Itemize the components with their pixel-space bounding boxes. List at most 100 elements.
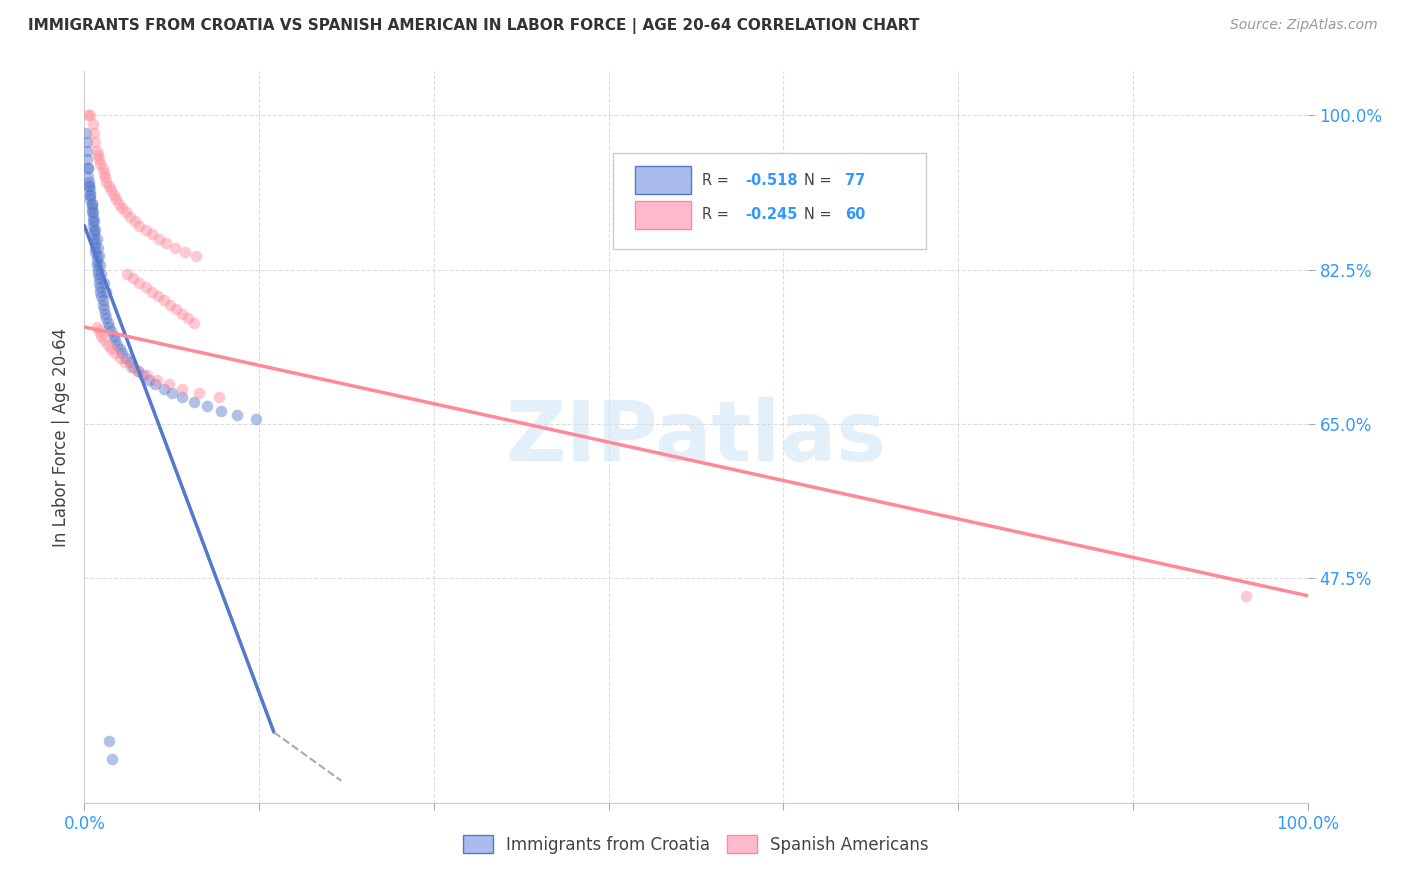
Point xyxy=(94,170,117,185)
Point xyxy=(89,280,111,294)
Point xyxy=(87,271,110,285)
Point xyxy=(115,267,138,281)
Point xyxy=(80,205,103,219)
Point xyxy=(135,280,157,294)
Text: Source: ZipAtlas.com: Source: ZipAtlas.com xyxy=(1230,18,1378,32)
Point xyxy=(84,135,107,149)
Point xyxy=(188,386,211,401)
Point xyxy=(84,245,107,260)
Point xyxy=(75,126,97,140)
Point xyxy=(82,205,104,219)
FancyBboxPatch shape xyxy=(636,201,692,228)
Point xyxy=(80,201,103,215)
Point xyxy=(128,276,150,290)
Point xyxy=(245,412,267,426)
Point xyxy=(89,285,111,299)
Point xyxy=(105,192,128,206)
Point xyxy=(159,298,181,312)
Point xyxy=(157,377,180,392)
Point xyxy=(128,219,150,233)
Point xyxy=(103,328,125,343)
FancyBboxPatch shape xyxy=(613,153,927,249)
Point xyxy=(97,178,120,193)
Point xyxy=(80,196,103,211)
Point xyxy=(146,289,169,303)
Point xyxy=(165,302,187,317)
Point xyxy=(97,734,120,748)
Point xyxy=(135,223,157,237)
Text: R =: R = xyxy=(702,173,734,188)
Point xyxy=(100,324,122,338)
Point xyxy=(79,183,101,197)
Point xyxy=(90,289,112,303)
Text: N =: N = xyxy=(804,207,835,222)
Point xyxy=(135,368,157,383)
Point xyxy=(107,196,129,211)
Point xyxy=(84,236,107,251)
Point xyxy=(105,337,128,351)
Text: -0.245: -0.245 xyxy=(745,207,797,222)
Point xyxy=(90,267,112,281)
FancyBboxPatch shape xyxy=(636,167,692,194)
Point xyxy=(86,249,108,263)
Point xyxy=(76,135,98,149)
Point xyxy=(141,227,163,242)
Point xyxy=(87,324,110,338)
Y-axis label: In Labor Force | Age 20-64: In Labor Force | Age 20-64 xyxy=(52,327,70,547)
Point xyxy=(100,342,122,356)
Legend: Immigrants from Croatia, Spanish Americans: Immigrants from Croatia, Spanish America… xyxy=(457,829,935,860)
Point xyxy=(104,333,127,347)
Text: N =: N = xyxy=(804,173,835,188)
Point xyxy=(155,236,177,251)
Point xyxy=(86,232,108,246)
Point xyxy=(82,117,104,131)
Point xyxy=(77,174,100,188)
Point xyxy=(79,187,101,202)
Point xyxy=(86,320,108,334)
Point xyxy=(83,232,105,246)
Point xyxy=(96,174,118,188)
Point xyxy=(91,293,114,308)
Point xyxy=(87,267,110,281)
Point xyxy=(90,328,112,343)
Point xyxy=(173,245,195,260)
Point xyxy=(79,108,101,122)
Point xyxy=(84,223,107,237)
Point xyxy=(86,258,108,272)
Point xyxy=(87,262,110,277)
Point xyxy=(83,223,105,237)
Point xyxy=(77,178,100,193)
Point xyxy=(79,187,101,202)
Point xyxy=(183,394,205,409)
Point xyxy=(127,364,149,378)
Point xyxy=(93,302,115,317)
Point xyxy=(93,333,115,347)
Point xyxy=(115,205,138,219)
Point xyxy=(97,320,120,334)
Point xyxy=(94,307,117,321)
Point xyxy=(118,355,141,369)
Point xyxy=(111,201,134,215)
Point xyxy=(91,298,114,312)
Point xyxy=(138,373,160,387)
Point xyxy=(83,214,105,228)
Point xyxy=(87,148,110,162)
Point xyxy=(108,342,131,356)
Point xyxy=(122,359,145,374)
Point xyxy=(77,161,100,176)
Text: R =: R = xyxy=(702,207,734,222)
Point xyxy=(87,153,110,167)
Point xyxy=(93,166,115,180)
Point xyxy=(163,241,186,255)
Point xyxy=(195,399,218,413)
Point xyxy=(87,241,110,255)
Point xyxy=(86,144,108,158)
Point xyxy=(84,241,107,255)
Point xyxy=(111,346,134,360)
Point xyxy=(86,253,108,268)
Point xyxy=(208,391,231,405)
Point xyxy=(87,249,110,263)
Point xyxy=(184,249,207,263)
Point xyxy=(101,752,124,766)
Point xyxy=(132,368,155,383)
